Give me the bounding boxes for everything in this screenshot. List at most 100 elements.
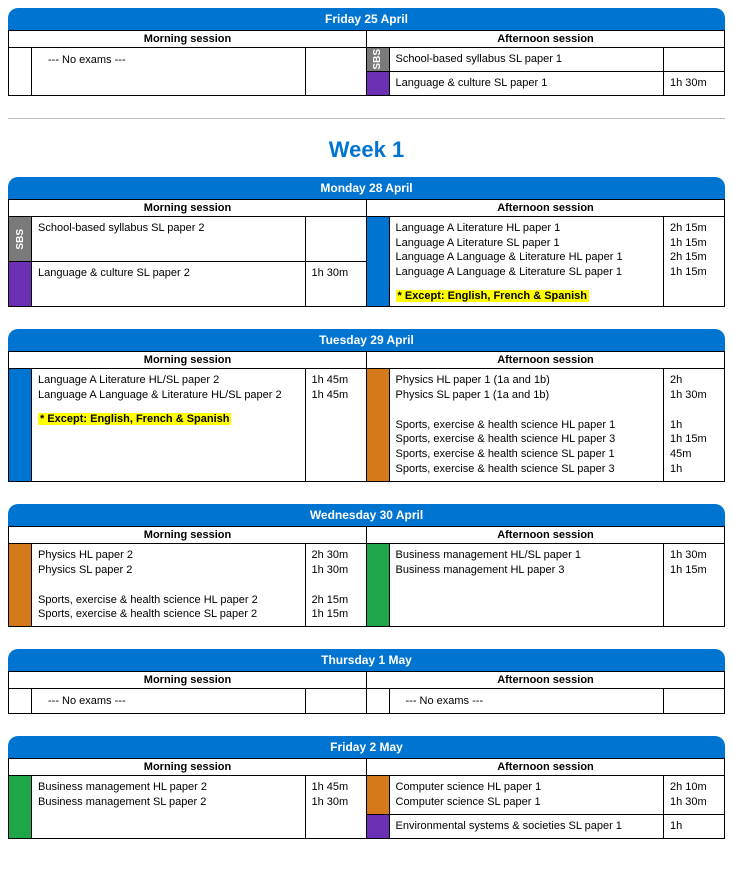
- exam-title: Sports, exercise & health science SL pap…: [38, 607, 305, 622]
- slot-content: Business management HL/SL paper 1Busines…: [390, 544, 725, 626]
- afternoon-session-column: SBSSchool-based syllabus SL paper 1 Lang…: [367, 48, 726, 96]
- exam-duration: 1h: [670, 462, 720, 477]
- subject-color-bar: [367, 72, 390, 95]
- duration-column: 1h 45m1h 45m: [305, 369, 366, 481]
- no-exams-slot: --- No exams ---: [8, 48, 367, 96]
- exam-duration: 2h 15m: [312, 593, 362, 608]
- exam-row: Sports, exercise & health science HL pap…: [396, 432, 664, 447]
- exception-note: * Except: English, French & Spanish: [396, 290, 664, 302]
- morning-session-column: --- No exams ---: [8, 689, 367, 714]
- exams-list: School-based syllabus SL paper 2: [38, 221, 305, 257]
- exam-duration: 1h 15m: [312, 607, 362, 622]
- exam-row: Business management HL/SL paper 1: [396, 548, 664, 563]
- day-header: Monday 28 April: [8, 177, 725, 199]
- session-headers-row: Morning sessionAfternoon session: [8, 351, 725, 369]
- day-header: Tuesday 29 April: [8, 329, 725, 351]
- duration-column: 1h 30m1h 15m: [663, 544, 724, 626]
- exams-list: School-based syllabus SL paper 1: [396, 52, 664, 67]
- subject-color-bar: [367, 369, 390, 481]
- exam-title: Language A Language & Literature HL/SL p…: [38, 388, 305, 403]
- exam-title: Computer science HL paper 1: [396, 780, 664, 795]
- empty-color-bar: [367, 689, 390, 713]
- morning-session-header: Morning session: [8, 758, 367, 776]
- exam-row: Language & culture SL paper 1: [396, 76, 664, 91]
- afternoon-session-header: Afternoon session: [367, 671, 725, 689]
- sessions-body: Language A Literature HL/SL paper 2Langu…: [8, 369, 725, 482]
- exam-slot: SBS School-based syllabus SL paper 2: [8, 217, 367, 262]
- exam-title: Language & culture SL paper 1: [396, 76, 664, 91]
- exam-duration: 1h 15m: [670, 432, 720, 447]
- exam-duration: 1h 15m: [670, 563, 720, 578]
- duration-column: 2h 30m1h 30m 2h 15m1h 15m: [305, 544, 366, 626]
- exam-row: Business management HL paper 2: [38, 780, 305, 795]
- subject-color-bar: [9, 544, 32, 626]
- day-header: Friday 2 May: [8, 736, 725, 758]
- exam-title: [396, 403, 664, 418]
- subject-color-bar: [367, 544, 390, 626]
- slot-content: Language A Literature HL paper 1Language…: [390, 217, 725, 306]
- day-block: Friday 2 MayMorning sessionAfternoon ses…: [8, 736, 725, 839]
- morning-session-column: --- No exams ---: [8, 48, 367, 96]
- exam-title: Business management HL paper 2: [38, 780, 305, 795]
- morning-session-column: Physics HL paper 2Physics SL paper 2 Spo…: [8, 544, 367, 627]
- exam-duration: 1h 30m: [312, 563, 362, 578]
- afternoon-session-header: Afternoon session: [367, 30, 725, 48]
- morning-session-header: Morning session: [8, 526, 367, 544]
- duration-column: 1h 30m: [305, 262, 366, 306]
- exams-list: Computer science HL paper 1Computer scie…: [396, 780, 664, 810]
- exam-duration: 1h 30m: [312, 266, 362, 281]
- afternoon-session-column: Physics HL paper 1 (1a and 1b)Physics SL…: [367, 369, 726, 482]
- exam-duration: 2h 15m: [670, 221, 720, 236]
- exam-title: Sports, exercise & health science HL pap…: [396, 432, 664, 447]
- exam-title: Physics HL paper 1 (1a and 1b): [396, 373, 664, 388]
- exception-note: * Except: English, French & Spanish: [38, 413, 305, 425]
- day-block: Tuesday 29 AprilMorning sessionAfternoon…: [8, 329, 725, 482]
- exam-title: Environmental systems & societies SL pap…: [396, 819, 664, 834]
- exam-title: Physics SL paper 2: [38, 563, 305, 578]
- sbs-label: SBS: [15, 229, 26, 250]
- exam-title: Language A Language & Literature SL pape…: [396, 265, 664, 280]
- exams-list: Language A Literature HL/SL paper 2Langu…: [38, 373, 305, 477]
- exam-duration: 1h: [670, 819, 720, 834]
- subject-color-bar: [367, 776, 390, 814]
- exam-duration: [670, 403, 720, 418]
- exam-row: Computer science SL paper 1: [396, 795, 664, 810]
- exam-slot: Language & culture SL paper 2 1h 30m: [8, 262, 367, 307]
- exam-duration: 1h 30m: [670, 388, 720, 403]
- exam-row: School-based syllabus SL paper 1: [396, 52, 664, 67]
- exam-duration: 2h: [670, 373, 720, 388]
- slot-content: Language A Literature HL/SL paper 2Langu…: [32, 369, 366, 481]
- exam-title: Business management HL/SL paper 1: [396, 548, 664, 563]
- exam-row: Language & culture SL paper 2: [38, 266, 305, 281]
- exam-row: Sports, exercise & health science SL pap…: [38, 607, 305, 622]
- exam-slot: Language A Literature HL paper 1Language…: [367, 217, 726, 307]
- exam-duration: 1h 15m: [670, 236, 720, 251]
- subject-color-bar: [9, 776, 32, 838]
- session-headers-row: Morning sessionAfternoon session: [8, 526, 725, 544]
- exams-list: Physics HL paper 1 (1a and 1b)Physics SL…: [396, 373, 664, 477]
- afternoon-session-column: --- No exams ---: [367, 689, 726, 714]
- exam-slot: Environmental systems & societies SL pap…: [367, 815, 726, 839]
- exam-row: School-based syllabus SL paper 2: [38, 221, 305, 236]
- morning-session-header: Morning session: [8, 30, 367, 48]
- exam-duration: 1h 30m: [670, 548, 720, 563]
- sessions-body: --- No exams --- --- No exams ---: [8, 689, 725, 714]
- sessions-body: --- No exams --- SBSSchool-based syllabu…: [8, 48, 725, 96]
- exam-row: Business management SL paper 2: [38, 795, 305, 810]
- exam-title: Language A Language & Literature HL pape…: [396, 250, 664, 265]
- exam-row: Environmental systems & societies SL pap…: [396, 819, 664, 834]
- duration-column: [305, 689, 366, 713]
- exam-duration: 1h 45m: [312, 780, 362, 795]
- afternoon-session-column: Computer science HL paper 1Computer scie…: [367, 776, 726, 839]
- sessions-body: Business management HL paper 2Business m…: [8, 776, 725, 839]
- exam-title: Business management HL paper 3: [396, 563, 664, 578]
- afternoon-session-header: Afternoon session: [367, 199, 725, 217]
- exam-duration: 1h 30m: [670, 76, 720, 91]
- subject-color-bar: [9, 369, 32, 481]
- slot-content: School-based syllabus SL paper 1: [390, 48, 725, 71]
- afternoon-session-column: Business management HL/SL paper 1Busines…: [367, 544, 726, 627]
- sbs-badge: SBS: [9, 217, 32, 261]
- subject-color-bar: [9, 262, 32, 306]
- morning-session-header: Morning session: [8, 671, 367, 689]
- exam-row: Sports, exercise & health science HL pap…: [38, 593, 305, 608]
